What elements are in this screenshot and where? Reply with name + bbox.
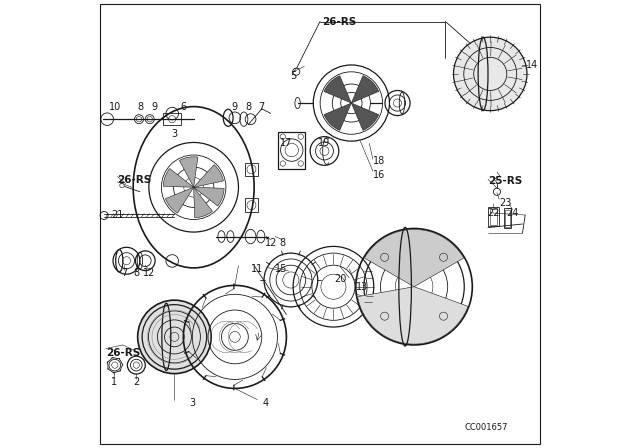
Text: 2: 2 [133,377,140,387]
Text: 6: 6 [180,102,186,112]
Text: 25-RS: 25-RS [488,177,522,186]
Wedge shape [351,103,379,130]
Text: 8: 8 [138,102,144,112]
Text: 7: 7 [121,268,127,278]
Text: 10: 10 [109,102,122,112]
Text: 24: 24 [506,208,519,218]
Text: 21: 21 [111,210,124,220]
Text: 26-RS: 26-RS [106,348,140,358]
Text: 19: 19 [318,138,331,148]
Text: 13: 13 [356,282,368,292]
Text: 17: 17 [280,138,292,148]
Wedge shape [165,187,194,213]
Text: 4: 4 [262,398,268,408]
Wedge shape [351,76,379,103]
Text: 20: 20 [335,274,347,284]
Text: 12: 12 [143,268,155,278]
Bar [278,132,305,169]
Text: 14: 14 [526,60,538,70]
Text: 12: 12 [264,238,277,248]
Bar [245,163,258,176]
Text: 11: 11 [251,264,263,274]
Bar [490,209,497,225]
Text: 26-RS: 26-RS [323,17,356,26]
Text: 18: 18 [373,156,385,166]
Wedge shape [163,168,194,187]
Text: 15: 15 [275,264,287,274]
Bar [163,113,181,125]
Bar [506,210,510,227]
Text: 26-RS: 26-RS [118,175,152,185]
Text: 23: 23 [499,198,511,208]
Text: CC001657: CC001657 [464,423,508,432]
Text: 1: 1 [111,377,117,387]
Bar [504,208,511,228]
Circle shape [138,300,211,374]
Wedge shape [194,164,223,187]
Wedge shape [324,103,351,130]
Text: 8: 8 [245,102,252,112]
Text: 8: 8 [279,238,285,248]
Circle shape [454,37,527,111]
Text: 3: 3 [189,398,195,408]
Bar [488,207,499,226]
Text: 7: 7 [258,102,264,112]
Wedge shape [179,157,198,187]
Text: 5: 5 [290,71,296,81]
Wedge shape [194,187,224,206]
Wedge shape [358,287,468,344]
Wedge shape [324,76,351,103]
Text: 9: 9 [151,102,157,112]
Text: 22: 22 [487,208,500,218]
Text: 3: 3 [172,129,177,139]
Wedge shape [364,229,464,287]
Text: 9: 9 [232,102,238,112]
Bar [245,198,258,212]
Wedge shape [194,187,212,218]
Text: 16: 16 [373,170,385,180]
Text: 8: 8 [133,268,140,278]
